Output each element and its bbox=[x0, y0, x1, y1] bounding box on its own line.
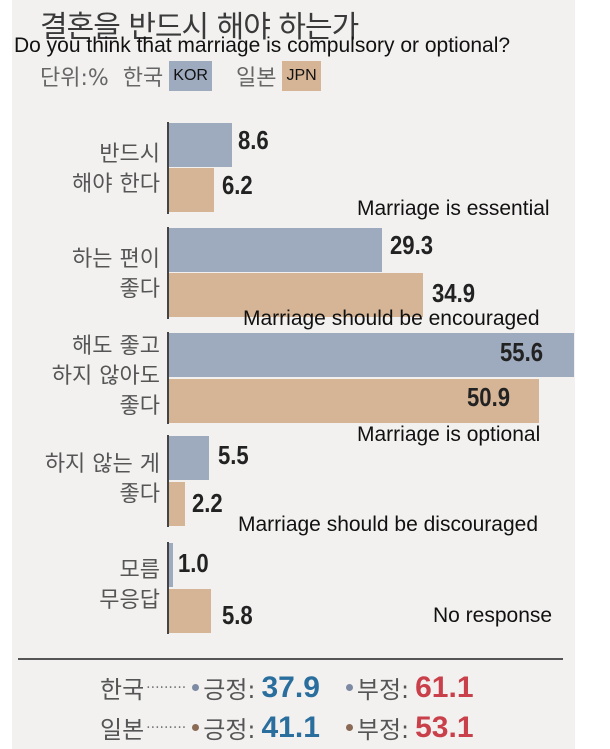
positive-value: 41.1 bbox=[261, 710, 320, 744]
axis-line bbox=[167, 435, 169, 527]
category-line: 하는 편이 bbox=[72, 247, 160, 272]
value-jpn-encouraged: 34.9 bbox=[432, 278, 476, 308]
category-line: 해야 한다 bbox=[72, 172, 160, 197]
summary-row-japan: 일본 ········· 긍정: 41.1 부정: 53.1 bbox=[100, 710, 474, 745]
value-kor-encouraged: 29.3 bbox=[390, 230, 434, 260]
english-label-encouraged: Marriage should be encouraged bbox=[243, 307, 540, 330]
summary-row-korea: 한국 ········· 긍정: 37.9 부정: 61.1 bbox=[100, 670, 474, 705]
axis-line bbox=[167, 227, 169, 319]
category-label-optional: 해도 좋고 하지 않아도 좋다 bbox=[52, 332, 160, 422]
value-kor-essential: 8.6 bbox=[238, 125, 269, 155]
bar-jpn-encouraged bbox=[169, 273, 423, 317]
english-label-essential: Marriage is essential bbox=[357, 197, 550, 220]
bar-kor-encouraged bbox=[169, 228, 382, 272]
value-kor-no-response: 1.0 bbox=[178, 548, 209, 578]
value-jpn-optional: 50.9 bbox=[467, 382, 511, 412]
negative-label: 부정: bbox=[356, 676, 410, 704]
bar-jpn-optional bbox=[169, 379, 539, 423]
category-line: 해도 좋고 bbox=[72, 334, 160, 359]
category-line: 하지 않는 게 bbox=[44, 452, 160, 477]
positive-value: 37.9 bbox=[261, 670, 320, 704]
bar-kor-essential bbox=[169, 123, 232, 167]
category-label-discouraged: 하지 않는 게 좋다 bbox=[45, 450, 160, 510]
unit-label: 단위:% bbox=[40, 66, 109, 91]
value-jpn-essential: 6.2 bbox=[222, 170, 253, 200]
axis-line bbox=[167, 122, 169, 214]
bullet-dot-icon bbox=[345, 724, 353, 731]
legend-swatch-kor: KOR bbox=[169, 61, 212, 91]
category-label-no-response: 모름 무응답 bbox=[99, 556, 160, 616]
bar-jpn-essential bbox=[169, 168, 214, 212]
negative-label: 부정: bbox=[356, 716, 410, 744]
chart-title: 결혼을 반드시 해야 하는가 bbox=[40, 10, 359, 45]
summary-country: 한국 bbox=[100, 676, 145, 704]
category-line: 무응답 bbox=[99, 588, 160, 613]
bar-kor-discouraged bbox=[169, 436, 209, 480]
summary-country: 일본 bbox=[100, 716, 145, 744]
english-label-discouraged: Marriage should be discouraged bbox=[238, 513, 539, 536]
category-line: 좋다 bbox=[119, 482, 160, 507]
category-line: 하지 않아도 bbox=[51, 364, 160, 389]
axis-line bbox=[167, 332, 169, 424]
bar-jpn-discouraged bbox=[169, 482, 185, 526]
category-line: 좋다 bbox=[119, 394, 160, 419]
positive-label: 긍정: bbox=[203, 676, 256, 704]
value-jpn-discouraged: 2.2 bbox=[192, 488, 223, 518]
divider bbox=[18, 658, 563, 660]
chart-subtitle-english: Do you think that marriage is compulsory… bbox=[14, 34, 511, 57]
legend-swatch-jpn: JPN bbox=[282, 61, 321, 91]
axis-line bbox=[167, 542, 169, 634]
bullet-dot-icon bbox=[192, 684, 200, 691]
value-jpn-no-response: 5.8 bbox=[222, 600, 253, 630]
category-line: 모름 bbox=[119, 558, 160, 583]
english-label-optional: Marriage is optional bbox=[357, 423, 541, 446]
legend: 단위:% 한국 KOR 일본 JPN bbox=[40, 58, 345, 94]
legend-label-japan: 일본 bbox=[235, 66, 277, 91]
value-kor-discouraged: 5.5 bbox=[218, 440, 249, 470]
category-line: 좋다 bbox=[119, 277, 160, 302]
category-label-essential: 반드시 해야 한다 bbox=[72, 140, 160, 200]
leader-dots: ········· bbox=[146, 679, 187, 696]
category-line: 반드시 bbox=[99, 142, 160, 167]
value-kor-optional: 55.6 bbox=[500, 337, 544, 367]
leader-dots: ········· bbox=[146, 719, 187, 736]
category-label-encouraged: 하는 편이 좋다 bbox=[72, 245, 160, 305]
negative-value: 53.1 bbox=[415, 710, 474, 744]
bar-jpn-no-response bbox=[169, 589, 211, 633]
negative-value: 61.1 bbox=[415, 670, 474, 704]
english-label-no-response: No response bbox=[433, 604, 553, 627]
positive-label: 긍정: bbox=[203, 716, 256, 744]
bullet-dot-icon bbox=[192, 724, 200, 731]
bar-kor-optional bbox=[169, 333, 574, 377]
bullet-dot-icon bbox=[345, 684, 353, 691]
bar-kor-no-response bbox=[169, 543, 173, 587]
legend-label-korea: 한국 bbox=[122, 66, 164, 91]
